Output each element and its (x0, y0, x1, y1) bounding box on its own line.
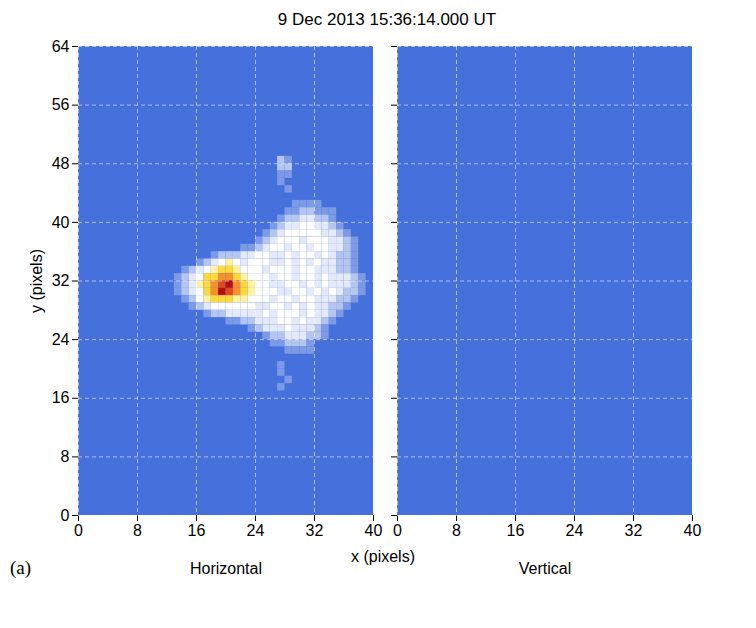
svg-text:0: 0 (61, 507, 70, 524)
svg-text:8: 8 (452, 522, 461, 539)
svg-text:8: 8 (133, 522, 142, 539)
svg-text:0: 0 (74, 522, 83, 539)
svg-text:40: 40 (52, 213, 70, 230)
svg-text:32: 32 (306, 522, 324, 539)
svg-text:Vertical: Vertical (519, 560, 571, 577)
svg-text:56: 56 (52, 96, 70, 113)
html-text:(a): (a) (10, 557, 32, 578)
svg-text:40: 40 (684, 522, 702, 539)
svg-text:40: 40 (365, 522, 383, 539)
svg-text:16: 16 (52, 389, 70, 406)
svg-text:64: 64 (52, 38, 70, 55)
svg-text:24: 24 (566, 522, 584, 539)
svg-text:48: 48 (52, 155, 70, 172)
html-text:9 Dec 2013 15:36:14.000 UT: 9 Dec 2013 15:36:14.000 UT (277, 10, 497, 29)
svg-text:32: 32 (625, 522, 643, 539)
svg-text:16: 16 (507, 522, 525, 539)
svg-text:24: 24 (247, 522, 265, 539)
svg-text:y (pixels): y (pixels) (28, 249, 45, 313)
html-text:x (pixels): x (pixels) (351, 548, 415, 565)
svg-text:16: 16 (188, 522, 206, 539)
svg-text:8: 8 (61, 448, 70, 465)
svg-text:Horizontal: Horizontal (190, 560, 262, 577)
svg-text:24: 24 (52, 331, 70, 348)
svg-text:0: 0 (393, 522, 402, 539)
svg-text:32: 32 (52, 272, 70, 289)
